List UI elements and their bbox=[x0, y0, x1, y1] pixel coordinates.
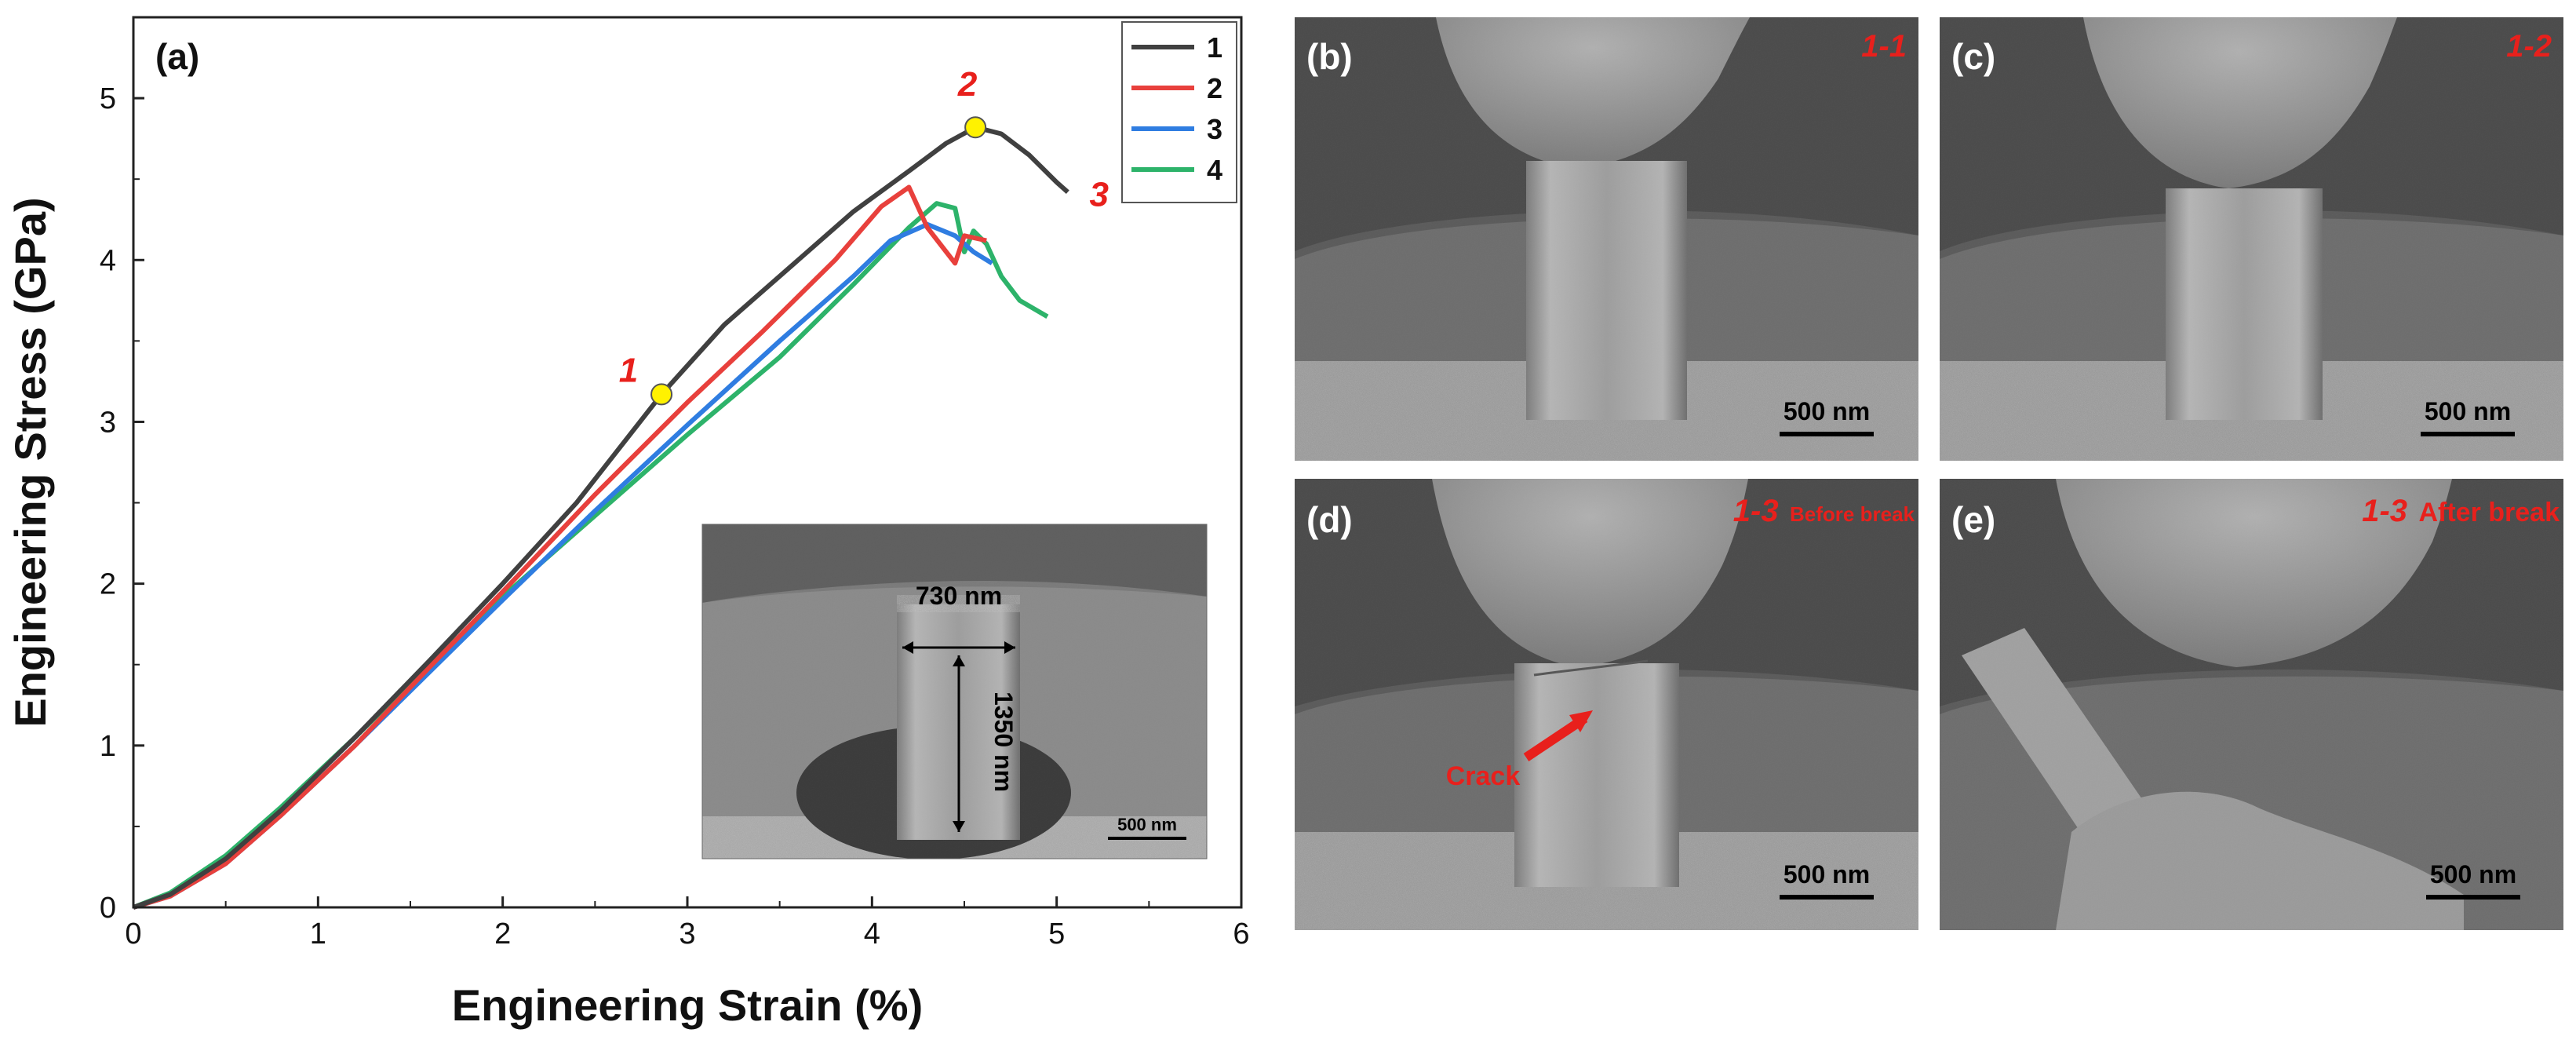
panel-e-tag: 1-3 bbox=[2362, 494, 2407, 528]
panel-b-scalebar-label: 500 nm bbox=[1784, 397, 1870, 425]
legend-label-4: 4 bbox=[1207, 154, 1222, 186]
panel-d-letter: (d) bbox=[1306, 499, 1353, 540]
panel-c-tag: 1-2 bbox=[2506, 29, 2552, 64]
y-tick-label: 2 bbox=[100, 568, 116, 601]
marker-label-2: 2 bbox=[957, 65, 978, 104]
sem-panel-d: (d) 1-3 Before break Crack 500 nm bbox=[1295, 479, 1918, 930]
panel-d-tag: 1-3 bbox=[1733, 494, 1779, 528]
marker-point-2 bbox=[964, 116, 987, 139]
panel-d-scalebar-label: 500 nm bbox=[1784, 860, 1870, 889]
panel-e-letter: (e) bbox=[1951, 499, 1995, 540]
inset-noise bbox=[702, 524, 1207, 859]
marker-label-3: 3 bbox=[1090, 176, 1109, 214]
sem-panel-b: (b) 1-1 500 nm bbox=[1295, 17, 1918, 461]
series-layer bbox=[132, 125, 1069, 910]
panel-d-crack-arrow bbox=[1523, 714, 1588, 761]
panel-d-tag-group: 1-3 Before break bbox=[1733, 494, 1915, 528]
sem-inset: 730 nm 1350 nm 500 nm bbox=[702, 524, 1207, 859]
y-tick-label: 4 bbox=[100, 244, 116, 277]
y-tick-label: 1 bbox=[100, 730, 116, 763]
sem-panel-c: (c) 1-2 500 nm bbox=[1940, 17, 2563, 461]
legend-label-3: 3 bbox=[1207, 113, 1222, 145]
panel-c-letter: (c) bbox=[1951, 36, 1995, 77]
marker-label-1: 1 bbox=[619, 351, 638, 389]
y-tick-label: 0 bbox=[100, 892, 116, 925]
y-tick-label: 5 bbox=[100, 82, 116, 115]
panel-d-crack-arrowhead bbox=[1569, 710, 1593, 732]
inset-height-label: 1350 nm bbox=[989, 692, 1018, 792]
panel-e-scalebar-label: 500 nm bbox=[2430, 860, 2516, 889]
plot-frame bbox=[132, 16, 1243, 909]
y-tick-label: 3 bbox=[100, 406, 116, 439]
panel-c-noise bbox=[1940, 17, 2563, 461]
legend-box bbox=[1121, 21, 1237, 203]
x-tick-label: 5 bbox=[1048, 918, 1065, 951]
x-tick-label: 3 bbox=[679, 918, 695, 951]
x-axis-title: Engineering Strain (%) bbox=[452, 980, 924, 1030]
series-2-line bbox=[133, 184, 987, 910]
x-tick-label: 6 bbox=[1233, 918, 1249, 951]
axis-ticks: 0 1 2 3 4 5 6 0 1 2 3 4 5 bbox=[100, 82, 1250, 951]
marker-layer: 1 2 3 bbox=[619, 65, 1109, 406]
y-axis-title: Engineering Stress (GPa) bbox=[5, 197, 55, 727]
legend-label-1: 1 bbox=[1207, 31, 1222, 64]
panel-b-letter: (b) bbox=[1306, 36, 1353, 77]
x-tick-label: 2 bbox=[494, 918, 511, 951]
legend-label-2: 2 bbox=[1207, 72, 1222, 104]
panel-b-noise bbox=[1295, 17, 1918, 461]
panel-e-tag-group: 1-3 After break bbox=[2362, 494, 2560, 528]
series-1-line bbox=[133, 125, 1069, 910]
panel-b-tag: 1-1 bbox=[1861, 29, 1907, 64]
x-tick-label: 1 bbox=[310, 918, 326, 951]
panel-e-tag-suffix: After break bbox=[2418, 498, 2560, 527]
panel-d-crack-label: Crack bbox=[1446, 761, 1521, 791]
panel-e-noise bbox=[1940, 479, 2563, 930]
legend: 1 2 3 4 bbox=[1121, 21, 1237, 203]
panel-d-tag-suffix: Before break bbox=[1790, 502, 1915, 526]
sem-panel-e: (e) 1-3 After break 500 nm bbox=[1940, 479, 2563, 930]
x-tick-label: 4 bbox=[864, 918, 880, 951]
panel-c-scalebar-label: 500 nm bbox=[2425, 397, 2511, 425]
x-tick-label: 0 bbox=[125, 918, 141, 951]
inset-border bbox=[701, 524, 1208, 859]
inset-scalebar-label: 500 nm bbox=[1117, 815, 1177, 834]
marker-point-1 bbox=[650, 383, 673, 406]
panel-a-letter: (a) bbox=[155, 36, 199, 77]
panel-d-noise bbox=[1295, 479, 1918, 930]
stress-strain-chart: (a) 0 1 2 3 4 5 6 0 1 2 3 4 5 1 2 3 Engineering Strain… bbox=[5, 16, 1250, 1030]
inset-width-label: 730 nm bbox=[916, 582, 1002, 610]
